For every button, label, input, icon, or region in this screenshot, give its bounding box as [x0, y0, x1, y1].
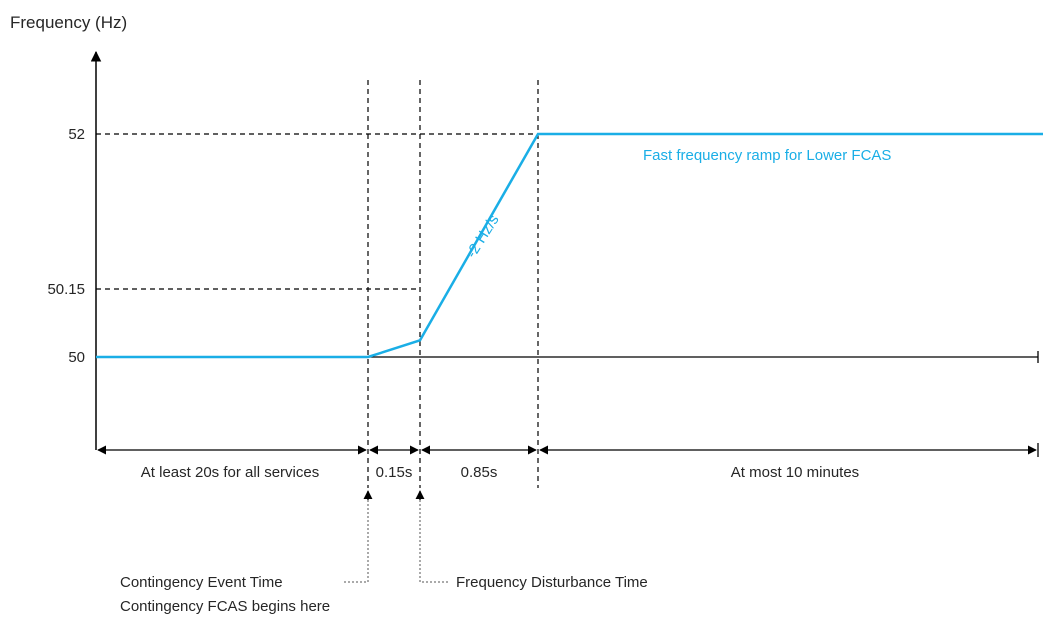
y-tick-label-52: 52: [68, 126, 85, 143]
annotation-connectors: [342, 500, 448, 583]
interval-label-015: 0.15s: [376, 464, 413, 481]
y-tick-label-50: 50: [68, 349, 85, 366]
interval-label-pre: At least 20s for all services: [141, 464, 319, 481]
y-tick-label-50-15: 50.15: [47, 281, 85, 298]
series-label: Fast frequency ramp for Lower FCAS: [643, 147, 891, 164]
interval-label-085: 0.85s: [461, 464, 498, 481]
interval-label-post: At most 10 minutes: [731, 464, 859, 481]
annotation-fcas-begins: Contingency FCAS begins here: [120, 598, 330, 615]
slope-label: -2 Hz/s: [463, 212, 503, 261]
disturbance-connector: [419, 500, 448, 583]
annotation-disturbance: Frequency Disturbance Time: [456, 574, 648, 591]
y-axis-label: Frequency (Hz): [10, 13, 127, 32]
event-connector: [342, 500, 369, 583]
guide-lines: [96, 80, 539, 488]
interval-arrows: [97, 443, 1039, 457]
annotation-contingency-event: Contingency Event Time: [120, 574, 283, 591]
series-ramp-line: [96, 132, 1043, 359]
